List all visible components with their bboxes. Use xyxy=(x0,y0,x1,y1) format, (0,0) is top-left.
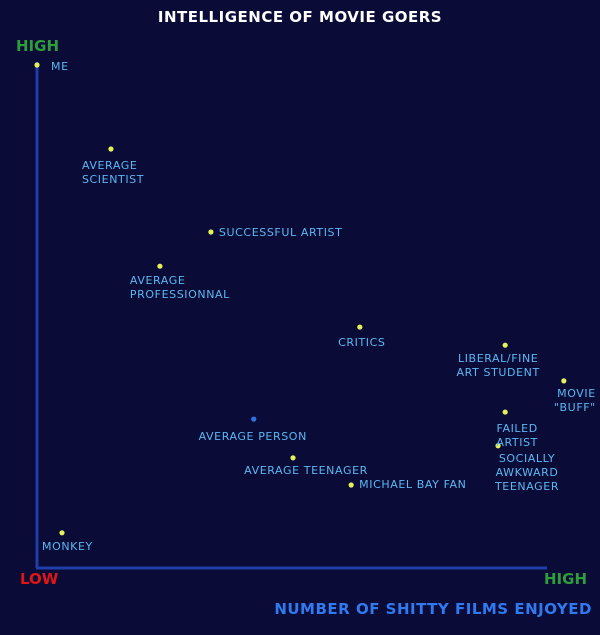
x-high-label: HIGH xyxy=(544,570,588,588)
point-label: AVERAGE PERSON xyxy=(198,430,307,444)
point-label: AVERAGE PROFESSIONNAL xyxy=(129,274,230,302)
point-label: LIBERAL/FINE ART STUDENT xyxy=(456,352,540,380)
point xyxy=(502,409,508,415)
y-high-label: HIGH xyxy=(16,37,60,55)
point xyxy=(290,455,296,461)
point-label: MOVIE "BUFF" xyxy=(553,386,596,414)
point-label: SOCIALLY AWKWARD TEENAGER xyxy=(494,451,560,493)
point xyxy=(108,146,114,152)
point xyxy=(34,62,40,68)
point xyxy=(348,482,354,488)
point xyxy=(357,324,363,330)
point xyxy=(495,443,501,449)
point-label: CRITICS xyxy=(338,336,386,350)
point-label: AVERAGE TEENAGER xyxy=(244,463,368,477)
point xyxy=(502,342,508,348)
point xyxy=(59,530,65,536)
point-label: FAILED ARTIST xyxy=(496,422,538,450)
origin-label: LOW xyxy=(20,570,59,588)
point xyxy=(561,378,567,384)
point-label: SUCCESSFUL ARTIST xyxy=(218,225,343,239)
x-axis-label: NUMBER OF SHITTY FILMS ENJOYED xyxy=(274,600,592,618)
point-label: AVERAGE SCIENTIST xyxy=(81,159,145,186)
point-label: MICHAEL BAY FAN xyxy=(359,478,467,491)
point xyxy=(208,229,214,235)
point-label: MONKEY xyxy=(41,539,93,553)
point xyxy=(251,416,257,422)
point-label: ME xyxy=(51,60,69,73)
point xyxy=(157,263,163,269)
chart-title: INTELLIGENCE OF MOVIE GOERS xyxy=(157,8,443,26)
